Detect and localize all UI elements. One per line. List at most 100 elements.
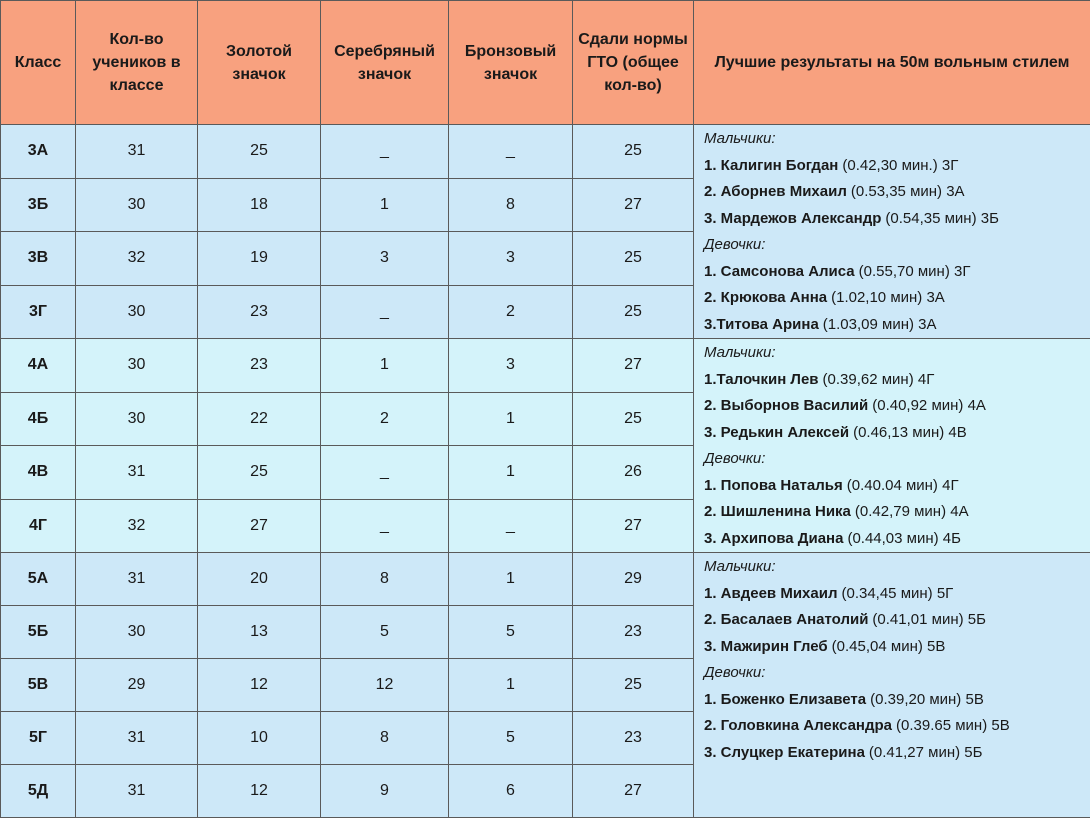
value-cell: 32 <box>75 231 198 286</box>
student-name: 3.Титова Арина <box>704 315 819 333</box>
value-cell: 32 <box>75 498 198 553</box>
value-cell: 23 <box>572 711 694 765</box>
result-line: 3. Мардежов Александр (0.54,35 мин) 3Б <box>704 206 1090 233</box>
result-line: 1. Попова Наталья (0.40.04 мин) 4Г <box>704 473 1090 500</box>
result-line: 2. Шишленина Ника (0.42,79 мин) 4А <box>704 499 1090 526</box>
student-name: 2. Выборнов Василий <box>704 397 869 414</box>
result-line: 3. Редькин Алексей (0.46,13 мин) 4В <box>704 420 1090 447</box>
value-cell: 23 <box>572 605 694 659</box>
value-cell: 2 <box>320 391 449 446</box>
value-cell: 27 <box>572 177 694 232</box>
section-label: Девочки: <box>704 450 766 467</box>
value-cell: _ <box>320 284 449 339</box>
class-cell: 5Г <box>0 711 76 765</box>
table-row: 4Г 32 27 _ _ 27 <box>0 498 1090 553</box>
class-cell: 3Г <box>0 284 76 339</box>
result-detail: (0.53,35 мин) 3А <box>850 183 965 200</box>
value-cell: 20 <box>197 552 321 606</box>
result-detail: (0.54,35 мин) 3Б <box>885 209 999 227</box>
table-body: 3А 31 25 _ _ 25 Мальчики: 1. Калигин Богдан (0.4… <box>0 124 1090 818</box>
value-cell: 10 <box>197 711 321 765</box>
value-cell: 30 <box>75 284 198 339</box>
value-cell: 29 <box>75 658 198 712</box>
value-cell: 12 <box>197 658 321 712</box>
results-cell: Мальчики: 1. Калигин Богдан (0.42,30 мин.)… <box>693 124 1090 339</box>
value-cell: 30 <box>75 338 198 393</box>
result-line: 2. Головкина Александра (0.39.65 мин) 5В <box>704 713 1090 740</box>
value-cell: 1 <box>448 552 573 606</box>
student-name: 2. Головкина Александра <box>704 717 893 734</box>
class-cell: 3Б <box>0 177 76 232</box>
value-cell: 8 <box>320 552 449 606</box>
value-cell: 27 <box>197 498 321 553</box>
results-cell: Мальчики: 1. Авдеев Михаил (0.34,45 мин) 5… <box>693 552 1090 818</box>
table-row: 3Г 30 23 _ 2 25 <box>0 284 1090 339</box>
class-cell: 5А <box>0 552 76 606</box>
result-line: 2. Аборнев Михаил (0.53,35 мин) 3А <box>704 179 1090 206</box>
value-cell: 1 <box>320 177 449 232</box>
result-detail: (0.39,62 мин) 4Г <box>822 370 935 388</box>
value-cell: 8 <box>320 711 449 765</box>
student-name: 1.Талочкин Лев <box>704 370 819 388</box>
value-cell: 31 <box>75 764 198 818</box>
table-row: 4Б 30 22 2 1 25 <box>0 391 1090 446</box>
value-cell: _ <box>448 124 573 179</box>
student-name: 1. Попова Наталья <box>704 476 843 494</box>
student-name: 3. Мардежов Александр <box>704 209 882 227</box>
value-cell: 2 <box>448 284 573 339</box>
result-line: 1. Боженко Елизавета (0.39,20 мин) 5В <box>704 687 1090 714</box>
value-cell: 31 <box>75 124 198 179</box>
student-name: 1. Самсонова Алиса <box>704 262 855 280</box>
value-cell: 31 <box>75 552 198 606</box>
result-line: 3. Мажирин Глеб (0.45,04 мин) 5В <box>704 634 1090 661</box>
result-line: 1.Талочкин Лев (0.39,62 мин) 4Г <box>704 367 1090 394</box>
value-cell: 9 <box>320 764 449 818</box>
result-line: 2. Басалаев Анатолий (0.41,01 мин) 5Б <box>704 607 1090 634</box>
section-label: Мальчики: <box>704 558 776 575</box>
student-name: 2. Аборнев Михаил <box>704 183 847 200</box>
value-cell: _ <box>448 498 573 553</box>
value-cell: 3 <box>448 231 573 286</box>
result-detail: (0.55,70 мин) 3Г <box>858 262 971 280</box>
header-cell: Кол-во учеников в классе <box>75 0 198 125</box>
result-detail: (0.40.04 мин) 4Г <box>846 476 959 494</box>
student-name: 2. Шишленина Ника <box>704 503 851 520</box>
result-line: 3. Слуцкер Екатерина (0.41,27 мин) 5Б <box>704 740 1090 767</box>
value-cell: 6 <box>448 764 573 818</box>
table-row: 5В 29 12 12 1 25 <box>0 658 1090 712</box>
section-label: Девочки: <box>704 236 766 253</box>
value-cell: 1 <box>448 658 573 712</box>
value-cell: 5 <box>320 605 449 659</box>
result-line: 1. Самсонова Алиса (0.55,70 мин) 3Г <box>704 259 1090 286</box>
result-detail: (0.46,13 мин) 4В <box>853 423 967 441</box>
value-cell: _ <box>320 498 449 553</box>
student-name: 3. Архипова Диана <box>704 529 844 547</box>
class-cell: 4А <box>0 338 76 393</box>
result-detail: (0.40,92 мин) 4А <box>872 397 986 414</box>
result-detail: (0.41,01 мин) 5Б <box>872 611 986 628</box>
section-label: Мальчики: <box>704 130 776 147</box>
value-cell: 30 <box>75 391 198 446</box>
class-cell: 4В <box>0 445 76 500</box>
student-name: 1. Боженко Елизавета <box>704 690 867 708</box>
value-cell: 1 <box>320 338 449 393</box>
value-cell: 3 <box>448 338 573 393</box>
result-detail: (1.03,09 мин) 3А <box>822 315 937 333</box>
table-row: 4В 31 25 _ 1 26 <box>0 445 1090 500</box>
table-row: 5Г 31 10 8 5 23 <box>0 711 1090 765</box>
value-cell: 25 <box>197 445 321 500</box>
table-row: 4А 30 23 1 3 27 Мальчики: 1.Талочкин Лев (0.39,6… <box>0 338 1090 553</box>
value-cell: 5 <box>448 711 573 765</box>
table-row: 5Д 31 12 9 6 27 <box>0 764 1090 818</box>
value-cell: 25 <box>197 124 321 179</box>
value-cell: 22 <box>197 391 321 446</box>
value-cell: 12 <box>320 658 449 712</box>
value-cell: 23 <box>197 284 321 339</box>
class-cell: 4Б <box>0 391 76 446</box>
value-cell: 31 <box>75 711 198 765</box>
student-name: 3. Слуцкер Екатерина <box>704 743 865 761</box>
table-row: 3Б 30 18 1 8 27 <box>0 177 1090 232</box>
header-cell: Сдали нормы ГТО (общее кол-во) <box>572 0 694 125</box>
